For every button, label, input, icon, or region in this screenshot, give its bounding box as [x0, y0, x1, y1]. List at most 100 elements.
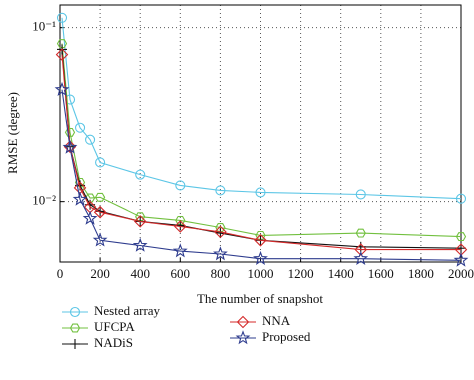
legend-marker: [236, 315, 250, 329]
data-point-shape: [215, 185, 226, 196]
data-point: [215, 185, 226, 196]
x-axis-label: The number of snapshot: [197, 291, 323, 306]
data-point: [72, 191, 88, 206]
data-point: [455, 232, 467, 242]
data-point: [92, 232, 108, 247]
data-point: [95, 206, 106, 217]
data-point: [85, 134, 96, 145]
data-point-shape: [93, 205, 107, 219]
x-tick-label: 1200: [288, 266, 314, 281]
data-point: [174, 220, 187, 233]
data-point-shape: [174, 220, 187, 233]
legend-label: Nested array: [94, 303, 161, 318]
data-point: [62, 139, 78, 154]
x-tick-label: 400: [130, 266, 150, 281]
data-point: [94, 192, 106, 202]
data-point: [135, 169, 146, 180]
data-point-shape: [133, 215, 147, 228]
data-point-shape: [56, 39, 68, 49]
data-point-shape: [62, 139, 78, 154]
series-line: [61, 54, 461, 251]
data-point: [355, 189, 366, 200]
data-point-shape: [355, 228, 366, 238]
data-point: [213, 246, 228, 261]
data-point-shape: [72, 191, 88, 206]
data-point-shape: [455, 193, 467, 204]
series-line: [61, 89, 462, 261]
data-point: [135, 212, 146, 222]
x-tick-label: 0: [57, 266, 64, 281]
data-point: [133, 215, 147, 228]
x-tick-label: 200: [90, 266, 110, 281]
data-point: [255, 187, 266, 198]
data-point: [56, 39, 68, 49]
data-point: [95, 157, 106, 168]
plot-frame: [59, 4, 462, 263]
data-point: [456, 243, 466, 254]
data-point: [215, 223, 226, 232]
series-line: [61, 49, 462, 249]
data-point: [253, 250, 268, 265]
data-point: [175, 220, 186, 231]
data-point: [354, 243, 368, 256]
x-tick-label: 600: [171, 266, 191, 281]
data-point-shape: [254, 234, 267, 247]
data-point-shape: [56, 12, 68, 23]
data-point: [175, 215, 186, 225]
x-tick-label: 1600: [368, 266, 394, 281]
data-point-shape: [455, 232, 467, 242]
data-point: [355, 228, 366, 238]
data-point: [255, 230, 266, 240]
y-axis-label: RMSE (degree): [5, 92, 20, 174]
data-point-shape: [94, 192, 106, 202]
data-point: [74, 177, 86, 187]
data-point-shape: [82, 210, 98, 225]
data-point-shape: [213, 246, 228, 261]
data-point: [453, 252, 469, 267]
series-line: [61, 43, 462, 238]
data-point-shape: [253, 250, 268, 265]
y-tick-label: 10⁻²: [32, 193, 56, 208]
data-point: [55, 48, 69, 61]
data-point-shape: [172, 243, 188, 258]
data-point: [132, 237, 148, 252]
x-tick-label: 2000: [448, 266, 474, 281]
legend-marker: [70, 339, 80, 349]
legend-marker-shape: [235, 330, 251, 345]
data-point-shape: [135, 169, 146, 180]
data-point-shape: [135, 212, 146, 222]
legend-label: NNA: [262, 313, 291, 328]
data-point-shape: [353, 250, 369, 265]
data-point-shape: [175, 215, 186, 225]
data-point-shape: [132, 237, 148, 252]
data-point-shape: [55, 48, 69, 61]
legend-label: Proposed: [262, 329, 311, 344]
legend-marker: [69, 306, 81, 318]
legend-marker-shape: [69, 306, 81, 318]
x-tick-label: 800: [211, 266, 231, 281]
data-point-shape: [354, 243, 368, 256]
data-point: [64, 127, 76, 137]
legend-marker: [235, 330, 251, 345]
legend-label: NADiS: [94, 335, 133, 350]
data-point-shape: [214, 225, 227, 239]
data-point-shape: [453, 252, 469, 267]
data-point-shape: [92, 232, 108, 247]
data-point-shape: [74, 177, 86, 187]
data-point-shape: [85, 134, 96, 145]
y-tick-label: 10⁻¹: [32, 19, 56, 34]
data-point-shape: [355, 189, 366, 200]
data-point-shape: [54, 81, 70, 96]
data-point-shape: [64, 127, 76, 137]
legend-label: UFCPA: [94, 319, 135, 334]
legend-marker-shape: [69, 323, 81, 333]
data-point: [455, 193, 467, 204]
data-point-shape: [255, 187, 266, 198]
legend-marker: [69, 323, 81, 333]
data-point-shape: [215, 223, 226, 232]
x-tick-label: 1000: [248, 266, 274, 281]
data-point: [82, 210, 98, 225]
series-line: [61, 17, 462, 200]
data-point: [175, 180, 186, 191]
